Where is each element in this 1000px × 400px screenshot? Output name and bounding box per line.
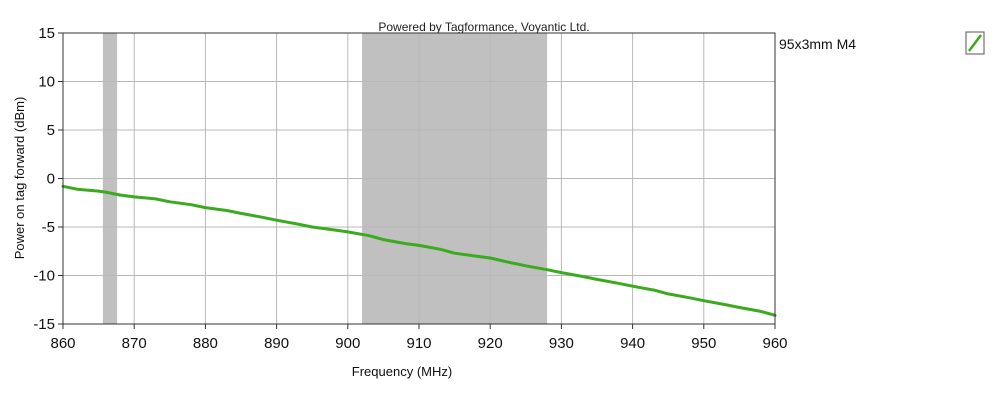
y-axis-ticks: 15 10 5 0 -5 -10 -15 — [33, 25, 63, 333]
y-tick-label: 15 — [38, 25, 55, 42]
grid — [62, 32, 776, 325]
y-tick-label: 10 — [38, 74, 55, 91]
legend-swatch-line — [968, 34, 982, 52]
x-tick-label: 930 — [549, 335, 574, 352]
series-line — [61, 184, 777, 317]
x-tick-label: 950 — [691, 335, 716, 352]
x-tick-label: 870 — [122, 335, 147, 352]
x-tick-label: 860 — [50, 335, 75, 352]
series-layer — [61, 184, 777, 317]
x-axis-title: Frequency (MHz) — [352, 364, 452, 379]
y-tick-label: -10 — [33, 268, 55, 285]
x-tick-label: 880 — [193, 335, 218, 352]
x-tick-label: 920 — [478, 335, 503, 352]
y-tick-label: 5 — [47, 122, 55, 139]
x-tick-label: 960 — [762, 335, 787, 352]
legend: 95x3mm M4 — [779, 31, 985, 55]
legend-entry-label: 95x3mm M4 — [779, 36, 856, 52]
x-tick-label: 890 — [264, 335, 289, 352]
y-axis-title: Power on tag forward (dBm) — [12, 97, 27, 260]
x-tick-label: 940 — [620, 335, 645, 352]
y-tick-label: -5 — [42, 219, 55, 236]
chart-caption: Powered by Tagformance, Voyantic Ltd. — [378, 20, 589, 34]
x-tick-label: 910 — [406, 335, 431, 352]
x-axis-ticks: 860 870 880 890 900 910 920 930 940 950 960 — [50, 324, 788, 352]
y-tick-label: -15 — [33, 316, 55, 333]
y-tick-label: 0 — [47, 171, 55, 188]
x-tick-label: 900 — [335, 335, 360, 352]
